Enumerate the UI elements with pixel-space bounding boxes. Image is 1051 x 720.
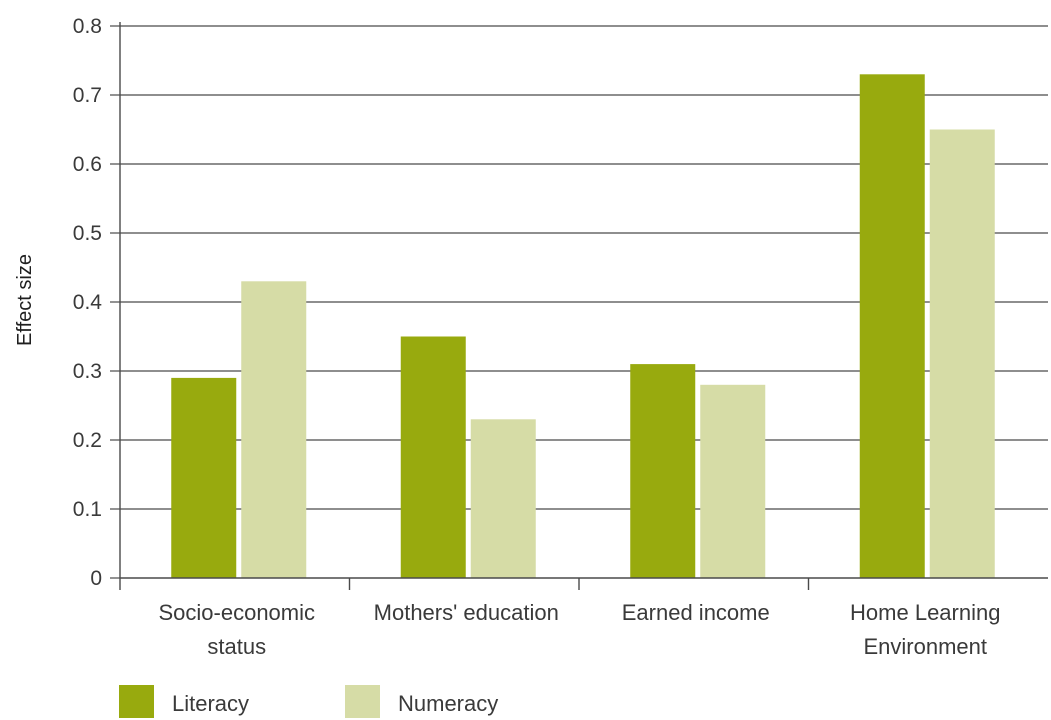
- category-label: Mothers' education: [374, 600, 559, 625]
- y-tick-label: 0.5: [73, 222, 102, 245]
- category-labels: Socio-economic status Mothers' education Ea…: [158, 600, 1000, 659]
- y-tick-label: 0.7: [73, 84, 102, 107]
- y-tick-label: 0.4: [73, 291, 103, 314]
- legend-swatch-numeracy: [345, 685, 380, 718]
- bar-numeracy-2: [700, 384, 766, 578]
- y-tick-label: 0: [90, 567, 102, 590]
- legend-swatch-literacy: [119, 685, 154, 718]
- legend-label-numeracy: Numeracy: [398, 691, 498, 716]
- bar-literacy-0: [171, 377, 237, 578]
- y-tick-label: 0.8: [73, 15, 102, 38]
- bar-numeracy-0: [241, 281, 307, 578]
- y-tick-labels: 0 0.1 0.2 0.3 0.4 0.5 0.6 0.7 0.8: [73, 15, 103, 590]
- bar-numeracy-1: [470, 419, 536, 578]
- legend: Literacy Numeracy: [119, 685, 498, 718]
- bars: [171, 74, 995, 579]
- bar-literacy-1: [400, 336, 466, 578]
- bar-literacy-2: [630, 364, 696, 578]
- axes: [110, 22, 1048, 590]
- y-tick-label: 0.1: [73, 498, 102, 521]
- bar-numeracy-3: [929, 129, 995, 578]
- bar-literacy-3: [859, 74, 925, 579]
- legend-label-literacy: Literacy: [172, 691, 249, 716]
- category-label: Earned income: [622, 600, 770, 625]
- y-tick-label: 0.3: [73, 360, 102, 383]
- category-label: Environment: [863, 634, 987, 659]
- category-label: Home Learning: [850, 600, 1000, 625]
- category-label: Socio-economic: [158, 600, 315, 625]
- y-tick-label: 0.6: [73, 153, 102, 176]
- category-label: status: [207, 634, 266, 659]
- y-tick-label: 0.2: [73, 429, 102, 452]
- y-axis-title: Effect size: [14, 254, 36, 346]
